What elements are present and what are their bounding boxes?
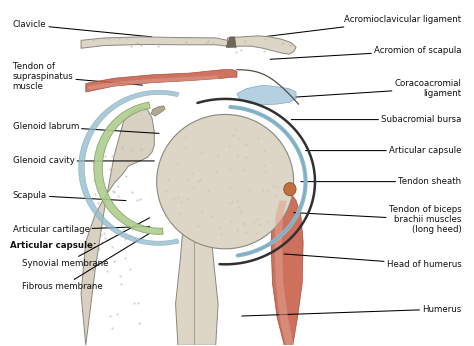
Polygon shape — [79, 90, 179, 245]
Polygon shape — [81, 108, 155, 345]
Text: Articular cartilage: Articular cartilage — [12, 225, 150, 234]
Text: Humerus: Humerus — [242, 304, 462, 316]
Text: Articular capsule: Articular capsule — [306, 146, 462, 155]
Polygon shape — [237, 85, 296, 105]
Text: Synovial membrane: Synovial membrane — [22, 218, 150, 268]
Text: Fibrous membrane: Fibrous membrane — [22, 233, 150, 291]
Polygon shape — [81, 37, 228, 48]
Text: Acromion of scapula: Acromion of scapula — [270, 46, 462, 59]
Text: Tendon sheath: Tendon sheath — [301, 177, 462, 186]
Text: Glenoid cavity: Glenoid cavity — [12, 156, 155, 165]
Polygon shape — [94, 102, 163, 234]
Polygon shape — [88, 75, 218, 90]
Polygon shape — [175, 215, 218, 345]
Ellipse shape — [284, 183, 296, 196]
Text: Clavicle: Clavicle — [12, 20, 152, 37]
Ellipse shape — [156, 115, 294, 249]
Polygon shape — [226, 37, 236, 47]
Text: Acromioclavicular ligament: Acromioclavicular ligament — [263, 15, 462, 37]
Text: Tendon of biceps
brachii muscles
(long heed): Tendon of biceps brachii muscles (long h… — [294, 204, 462, 235]
Polygon shape — [86, 70, 237, 92]
Polygon shape — [228, 36, 296, 54]
Text: Scapula: Scapula — [12, 191, 126, 201]
Text: Glenoid labrum: Glenoid labrum — [12, 122, 159, 133]
Text: Tendon of
supraspinatus
muscle: Tendon of supraspinatus muscle — [12, 62, 143, 91]
Polygon shape — [151, 106, 165, 116]
Polygon shape — [274, 201, 294, 345]
Text: Head of humerus: Head of humerus — [284, 254, 462, 269]
Polygon shape — [271, 194, 303, 345]
Text: Coracoacromial
ligament: Coracoacromial ligament — [294, 79, 462, 98]
Text: Articular capsule:: Articular capsule: — [10, 241, 97, 250]
Text: Subacromial bursa: Subacromial bursa — [292, 115, 462, 124]
